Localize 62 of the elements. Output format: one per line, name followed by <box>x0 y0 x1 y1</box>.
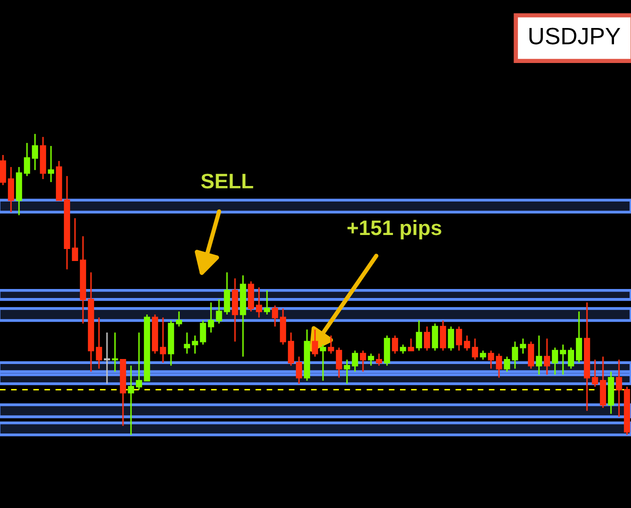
candlestick <box>224 272 230 316</box>
candlestick <box>416 320 422 352</box>
candlestick <box>392 334 398 354</box>
candlestick <box>288 332 294 366</box>
candlestick <box>400 344 406 354</box>
candlestick <box>368 352 374 366</box>
candlestick <box>456 326 462 352</box>
candlestick <box>480 350 486 360</box>
candlestick <box>616 358 622 418</box>
candlestick <box>560 344 566 376</box>
candlestick <box>440 320 446 352</box>
candlestick <box>528 340 534 370</box>
candlestick <box>208 302 214 334</box>
candlestick <box>296 356 302 384</box>
candlestick <box>336 346 342 378</box>
candlestick <box>136 332 142 390</box>
candlestick <box>72 217 78 262</box>
candlestick <box>408 338 414 352</box>
candlestick <box>272 304 278 328</box>
candlestick <box>320 344 326 382</box>
candlestick <box>176 310 182 328</box>
candlestick <box>576 310 582 364</box>
candlestick <box>376 352 382 366</box>
candlestick <box>432 322 438 352</box>
candlestick <box>24 142 30 177</box>
candlestick <box>48 145 54 183</box>
candlestick <box>160 316 166 364</box>
candlestick <box>216 298 222 324</box>
candlestick <box>112 332 118 372</box>
candlestick <box>424 326 430 352</box>
candlestick <box>256 286 262 318</box>
candlestick <box>312 328 318 358</box>
chart-title: USDJPY <box>529 28 620 44</box>
candlestick <box>96 316 102 370</box>
annotation: SELL <box>201 174 254 188</box>
candlestick <box>8 166 14 213</box>
candlestick <box>488 350 494 370</box>
candlestick <box>512 340 518 370</box>
candlestick <box>264 290 270 316</box>
annotation: +151 pips <box>347 220 442 240</box>
candlestick <box>104 332 110 384</box>
candlestick <box>200 320 206 346</box>
candlestick <box>544 338 550 376</box>
candlestick <box>504 356 510 372</box>
candlestick <box>352 350 358 372</box>
candlestick <box>592 358 598 388</box>
candlestick <box>464 334 470 352</box>
candlestick <box>0 154 6 186</box>
candlestick <box>536 334 542 376</box>
candlestick <box>448 326 454 352</box>
candlestick <box>552 346 558 376</box>
candlestick <box>360 350 366 372</box>
candlestick <box>344 358 350 384</box>
candlestick <box>128 364 134 436</box>
candlestick <box>520 338 526 354</box>
candlestick <box>472 338 478 360</box>
candlestick <box>192 334 198 354</box>
candlestick <box>496 352 502 378</box>
candlestick <box>32 133 38 171</box>
candlestick <box>328 334 334 354</box>
candlestick <box>184 332 190 354</box>
candlestick <box>568 346 574 370</box>
